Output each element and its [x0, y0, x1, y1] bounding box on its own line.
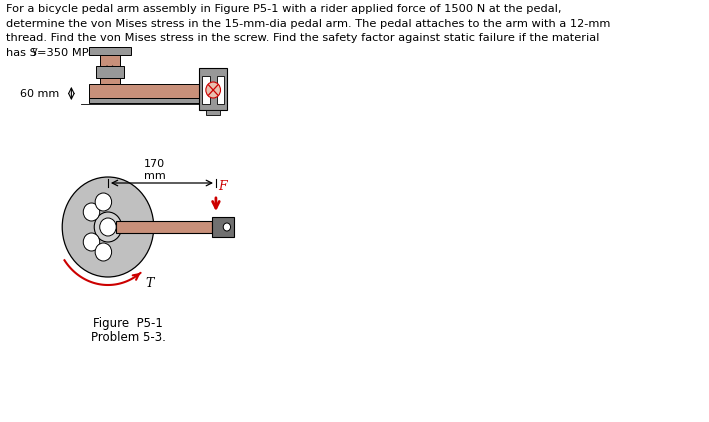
- Bar: [100, 47, 120, 84]
- Text: determine the von Mises stress in the 15-mm-dia pedal arm. The pedal attaches to: determine the von Mises stress in the 15…: [6, 19, 610, 29]
- Bar: [212, 217, 234, 237]
- Text: =350 MPa.: =350 MPa.: [37, 48, 99, 57]
- Bar: [89, 47, 131, 55]
- Text: T: T: [146, 276, 154, 289]
- Text: 170
mm: 170 mm: [144, 160, 165, 181]
- Bar: [116, 221, 212, 233]
- Text: For a bicycle pedal arm assembly in Figure P5-1 with a rider applied force of 15: For a bicycle pedal arm assembly in Figu…: [6, 4, 562, 14]
- Bar: [202, 76, 210, 104]
- Circle shape: [83, 233, 100, 251]
- Circle shape: [94, 212, 122, 242]
- Text: has S: has S: [6, 48, 38, 57]
- Text: F: F: [218, 180, 228, 193]
- Text: 60 mm: 60 mm: [21, 89, 60, 98]
- Circle shape: [223, 223, 230, 231]
- Bar: [89, 98, 211, 103]
- Text: thread. Find the von Mises stress in the screw. Find the safety factor against s: thread. Find the von Mises stress in the…: [6, 33, 600, 43]
- Circle shape: [62, 177, 154, 277]
- Text: Problem 5-3.: Problem 5-3.: [91, 331, 165, 344]
- Bar: [217, 76, 224, 104]
- Circle shape: [95, 193, 111, 211]
- Bar: [96, 66, 123, 78]
- Text: y: y: [32, 46, 38, 56]
- Circle shape: [206, 82, 220, 98]
- Bar: [89, 84, 203, 98]
- Text: Figure  P5-1: Figure P5-1: [93, 317, 163, 330]
- Bar: [206, 110, 220, 115]
- Circle shape: [83, 203, 100, 221]
- Circle shape: [95, 243, 111, 261]
- Bar: [199, 68, 227, 110]
- Circle shape: [100, 218, 116, 236]
